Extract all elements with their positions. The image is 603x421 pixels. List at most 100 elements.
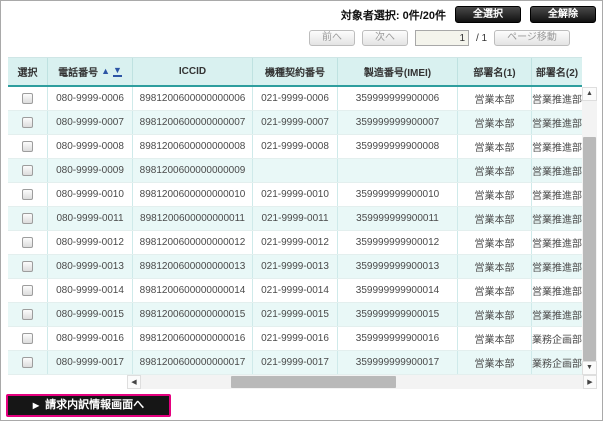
iccid-cell: 8981200600000000016 — [133, 327, 253, 350]
table-row: 080-9999-0013 8981200600000000013 021-9999… — [8, 255, 582, 279]
row-checkbox[interactable] — [22, 333, 33, 344]
page-number-input[interactable] — [415, 30, 469, 46]
billing-detail-button-label: 請求内訳情報画面へ — [45, 399, 145, 411]
dept1-cell: 営業本部 — [458, 351, 532, 374]
imei-cell: 359999999900007 — [338, 111, 458, 134]
contract-cell: 021-9999-0011 — [253, 207, 338, 230]
imei-cell: 359999999900011 — [338, 207, 458, 230]
select-cell — [8, 255, 48, 278]
iccid-cell: 8981200600000000008 — [133, 135, 253, 158]
contract-cell: 021-9999-0006 — [253, 87, 338, 110]
select-cell — [8, 279, 48, 302]
table-row: 080-9999-0012 8981200600000000012 021-9999… — [8, 231, 582, 255]
column-header-imei: 製造番号(IMEI) — [338, 58, 458, 85]
pagination-bar: 前へ 次へ / 1 ページ移動 — [309, 30, 570, 46]
scroll-right-icon[interactable]: ▶ — [583, 375, 597, 389]
row-checkbox[interactable] — [22, 261, 33, 272]
phone-cell: 080-9999-0009 — [48, 159, 133, 182]
row-checkbox[interactable] — [22, 357, 33, 368]
dept1-cell: 営業本部 — [458, 279, 532, 302]
phone-cell: 080-9999-0015 — [48, 303, 133, 326]
phone-cell: 080-9999-0017 — [48, 351, 133, 374]
subscriber-table: 選択 電話番号 ▲ ▼ ICCID 機種契約番号 製造番号(IMEI) 部署名(… — [8, 57, 597, 389]
column-header-phone[interactable]: 電話番号 ▲ ▼ — [48, 58, 133, 85]
sort-asc-icon[interactable]: ▲ — [101, 66, 110, 76]
table-row: 080-9999-0007 8981200600000000007 021-9999… — [8, 111, 582, 135]
row-checkbox[interactable] — [22, 285, 33, 296]
contract-cell: 021-9999-0015 — [253, 303, 338, 326]
imei-cell — [338, 159, 458, 182]
imei-cell: 359999999900012 — [338, 231, 458, 254]
table-row: 080-9999-0014 8981200600000000014 021-9999… — [8, 279, 582, 303]
select-cell — [8, 327, 48, 350]
iccid-cell: 8981200600000000007 — [133, 111, 253, 134]
vertical-scrollbar[interactable]: ▲ ▼ — [582, 87, 597, 375]
iccid-cell: 8981200600000000013 — [133, 255, 253, 278]
dept2-cell: 営業推進部 — [532, 95, 582, 106]
dept1-cell: 営業本部 — [458, 255, 532, 278]
table-row: 080-9999-0006 8981200600000000006 021-9999… — [8, 87, 582, 111]
scroll-left-icon[interactable]: ◀ — [127, 375, 141, 389]
clear-all-button[interactable]: 全解除 — [530, 6, 596, 23]
column-header-select: 選択 — [8, 58, 48, 85]
imei-cell: 359999999900010 — [338, 183, 458, 206]
contract-cell: 021-9999-0007 — [253, 111, 338, 134]
row-checkbox[interactable] — [22, 117, 33, 128]
row-checkbox[interactable] — [22, 165, 33, 176]
horizontal-scrollbar-thumb[interactable] — [231, 376, 396, 388]
iccid-cell: 8981200600000000006 — [133, 87, 253, 110]
prev-page-button[interactable]: 前へ — [309, 30, 355, 46]
phone-cell: 080-9999-0013 — [48, 255, 133, 278]
dept1-cell: 営業本部 — [458, 87, 532, 110]
row-checkbox[interactable] — [22, 141, 33, 152]
dept2-cell: 営業推進部 — [532, 263, 582, 274]
row-checkbox[interactable] — [22, 309, 33, 320]
row-checkbox[interactable] — [22, 189, 33, 200]
sort-desc-icon[interactable]: ▼ — [113, 65, 122, 77]
table-row: 080-9999-0008 8981200600000000008 021-9999… — [8, 135, 582, 159]
imei-cell: 359999999900017 — [338, 351, 458, 374]
select-cell — [8, 159, 48, 182]
selection-label-text: 対象者選択: — [340, 9, 400, 22]
column-header-iccid: ICCID — [133, 58, 253, 85]
next-page-button[interactable]: 次へ — [362, 30, 408, 46]
dept1-cell: 営業本部 — [458, 183, 532, 206]
contract-cell: 021-9999-0012 — [253, 231, 338, 254]
phone-cell: 080-9999-0010 — [48, 183, 133, 206]
select-cell — [8, 231, 48, 254]
column-header-dept1: 部署名(1) — [458, 58, 532, 85]
dept1-cell: 営業本部 — [458, 111, 532, 134]
select-all-button[interactable]: 全選択 — [455, 6, 521, 23]
dept2-cell: 営業推進部 — [532, 119, 582, 130]
goto-page-button[interactable]: ページ移動 — [494, 30, 570, 46]
iccid-cell: 8981200600000000015 — [133, 303, 253, 326]
iccid-cell: 8981200600000000010 — [133, 183, 253, 206]
vertical-scrollbar-thumb[interactable] — [583, 137, 596, 361]
contract-cell — [253, 159, 338, 182]
table-row: 080-9999-0010 8981200600000000010 021-9999… — [8, 183, 582, 207]
phone-cell: 080-9999-0011 — [48, 207, 133, 230]
row-checkbox[interactable] — [22, 93, 33, 104]
dept1-cell: 営業本部 — [458, 159, 532, 182]
scroll-up-icon[interactable]: ▲ — [582, 87, 597, 101]
phone-cell: 080-9999-0014 — [48, 279, 133, 302]
contract-cell: 021-9999-0008 — [253, 135, 338, 158]
select-cell — [8, 135, 48, 158]
dept2-cell: 営業推進部 — [532, 287, 582, 298]
horizontal-scrollbar[interactable]: ◀ ▶ — [127, 375, 597, 389]
select-cell — [8, 303, 48, 326]
select-cell — [8, 351, 48, 374]
scroll-down-icon[interactable]: ▼ — [582, 361, 597, 375]
selection-label: 対象者選択: 0件/20件 — [341, 7, 446, 23]
iccid-cell: 8981200600000000012 — [133, 231, 253, 254]
billing-detail-button[interactable]: ▶ 請求内訳情報画面へ — [6, 394, 171, 417]
iccid-cell: 8981200600000000017 — [133, 351, 253, 374]
phone-cell: 080-9999-0016 — [48, 327, 133, 350]
phone-cell: 080-9999-0012 — [48, 231, 133, 254]
row-checkbox[interactable] — [22, 237, 33, 248]
row-checkbox[interactable] — [22, 213, 33, 224]
imei-cell: 359999999900014 — [338, 279, 458, 302]
contract-cell: 021-9999-0017 — [253, 351, 338, 374]
dept2-cell: 営業推進部 — [532, 191, 582, 202]
